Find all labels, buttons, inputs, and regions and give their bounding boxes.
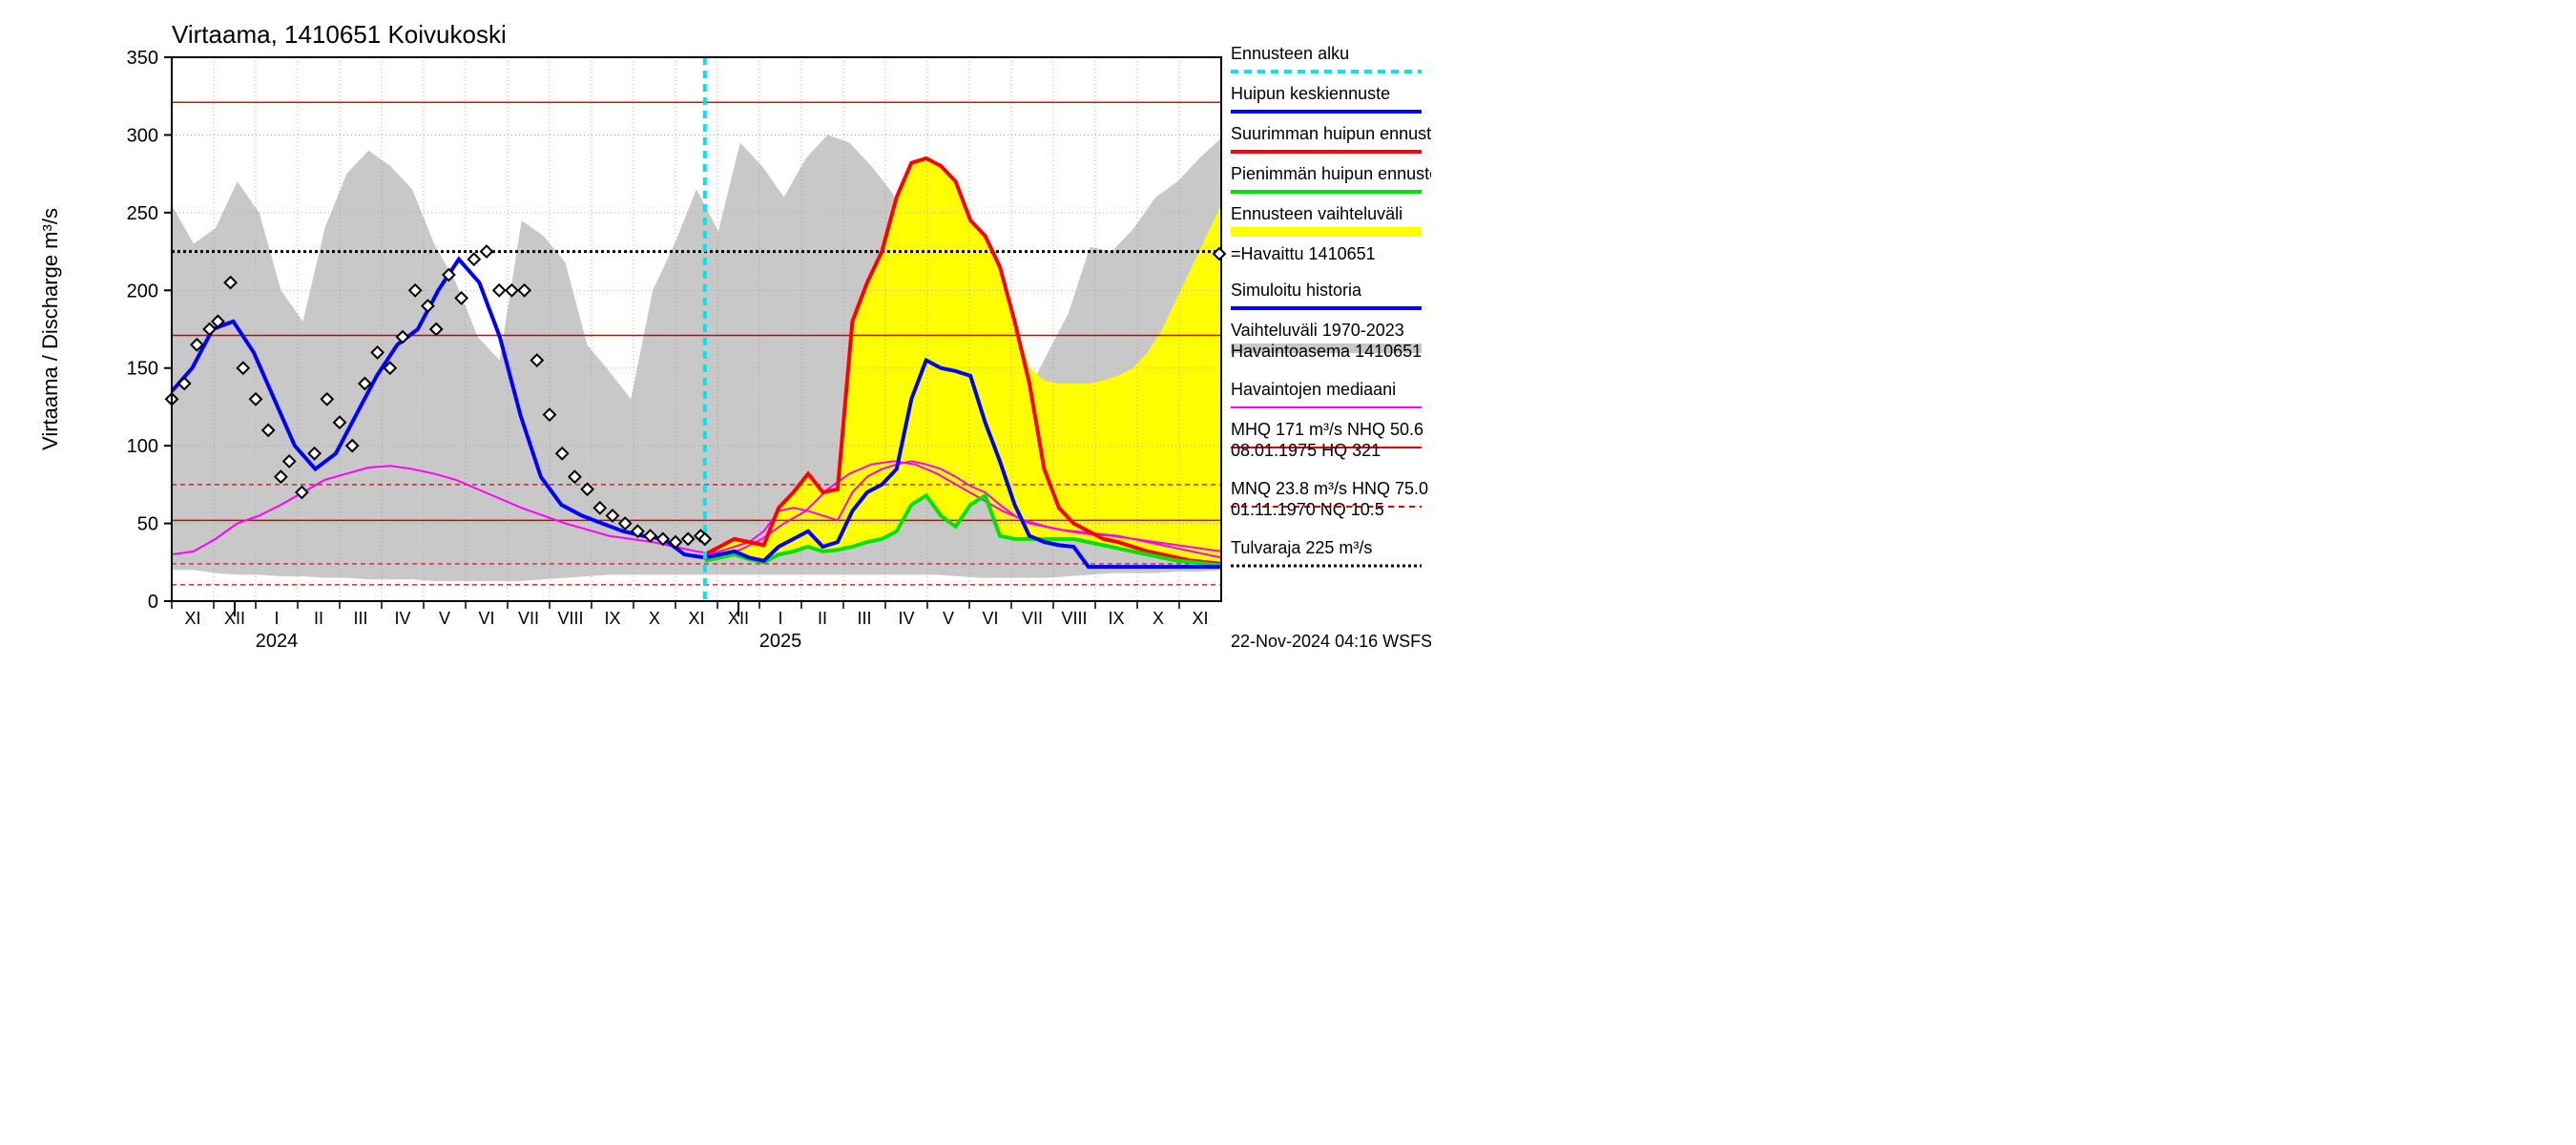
svg-text:350: 350 <box>127 48 158 69</box>
svg-text:VI: VI <box>982 609 998 628</box>
legend-item-forecast_band: Ennusteen vaihteluväli <box>1231 204 1422 237</box>
svg-text:VII: VII <box>1022 609 1043 628</box>
svg-text:01.11.1970 NQ 10.5: 01.11.1970 NQ 10.5 <box>1231 500 1384 519</box>
legend-item-peak_min: Pienimmän huipun ennuste <box>1231 164 1431 192</box>
svg-text:150: 150 <box>127 359 158 380</box>
svg-text:XI: XI <box>184 609 200 628</box>
y-axis-label: Virtaama / Discharge m³/s <box>38 208 62 450</box>
svg-text:MNQ 23.8 m³/s HNQ 75.0: MNQ 23.8 m³/s HNQ 75.0 <box>1231 479 1428 498</box>
svg-text:Ennusteen alku: Ennusteen alku <box>1231 44 1349 63</box>
svg-text:2024: 2024 <box>256 631 299 652</box>
svg-text:Havaintojen mediaani: Havaintojen mediaani <box>1231 380 1396 399</box>
svg-text:IX: IX <box>604 609 620 628</box>
svg-text:300: 300 <box>127 125 158 146</box>
legend-item-median: Havaintojen mediaani <box>1231 380 1422 407</box>
svg-text:Tulvaraja 225 m³/s: Tulvaraja 225 m³/s <box>1231 538 1372 557</box>
chart-svg: 050100150200250300350XIXIIIIIIIIIVVVIVII… <box>0 0 1431 668</box>
svg-text:IV: IV <box>394 609 410 628</box>
svg-text:I: I <box>274 609 279 628</box>
svg-text:XI: XI <box>1192 609 1208 628</box>
svg-text:100: 100 <box>127 436 158 457</box>
chart-title: Virtaama, 1410651 Koivukoski <box>172 20 507 49</box>
legend-item-observed: =Havaittu 1410651 <box>1214 244 1376 263</box>
svg-text:III: III <box>353 609 367 628</box>
svg-text:200: 200 <box>127 281 158 302</box>
svg-text:VII: VII <box>518 609 539 628</box>
svg-text:V: V <box>439 609 450 628</box>
legend-item-peak_max: Suurimman huipun ennuste <box>1231 124 1431 152</box>
svg-text:II: II <box>314 609 323 628</box>
svg-text:250: 250 <box>127 203 158 224</box>
svg-text:08.01.1975 HQ 321: 08.01.1975 HQ 321 <box>1231 441 1381 460</box>
legend-item-peak_mean: Huipun keskiennuste <box>1231 84 1422 112</box>
chart-footer: 22-Nov-2024 04:16 WSFS-O <box>1231 632 1431 651</box>
svg-text:X: X <box>1153 609 1164 628</box>
svg-text:MHQ 171 m³/s NHQ 50.6: MHQ 171 m³/s NHQ 50.6 <box>1231 420 1423 439</box>
svg-text:2025: 2025 <box>759 631 802 652</box>
svg-text:Suurimman huipun ennuste: Suurimman huipun ennuste <box>1231 124 1431 143</box>
svg-text:IX: IX <box>1108 609 1124 628</box>
svg-text:IV: IV <box>898 609 914 628</box>
svg-text:50: 50 <box>137 514 158 535</box>
legend-item-forecast_start: Ennusteen alku <box>1231 44 1422 72</box>
svg-text:Vaihteluväli 1970-2023: Vaihteluväli 1970-2023 <box>1231 321 1404 340</box>
svg-text:II: II <box>818 609 827 628</box>
svg-text:V: V <box>943 609 954 628</box>
svg-text:Huipun keskiennuste: Huipun keskiennuste <box>1231 84 1390 103</box>
svg-text:I: I <box>778 609 782 628</box>
svg-text:=Havaittu 1410651: =Havaittu 1410651 <box>1231 244 1376 263</box>
svg-text:Havaintoasema 1410651: Havaintoasema 1410651 <box>1231 342 1422 361</box>
svg-text:0: 0 <box>148 592 158 613</box>
svg-text:X: X <box>649 609 660 628</box>
svg-text:Ennusteen vaihteluväli: Ennusteen vaihteluväli <box>1231 204 1402 223</box>
svg-text:XI: XI <box>688 609 704 628</box>
svg-text:VIII: VIII <box>557 609 583 628</box>
legend-item-flood: Tulvaraja 225 m³/s <box>1231 538 1422 566</box>
svg-text:VIII: VIII <box>1061 609 1087 628</box>
svg-text:Simuloitu historia: Simuloitu historia <box>1231 281 1362 300</box>
svg-text:Pienimmän huipun ennuste: Pienimmän huipun ennuste <box>1231 164 1431 183</box>
svg-text:III: III <box>857 609 871 628</box>
svg-text:VI: VI <box>478 609 494 628</box>
legend-item-sim_hist: Simuloitu historia <box>1231 281 1422 308</box>
hydrograph-chart: 050100150200250300350XIXIIIIIIIIIVVVIVII… <box>0 0 1431 668</box>
